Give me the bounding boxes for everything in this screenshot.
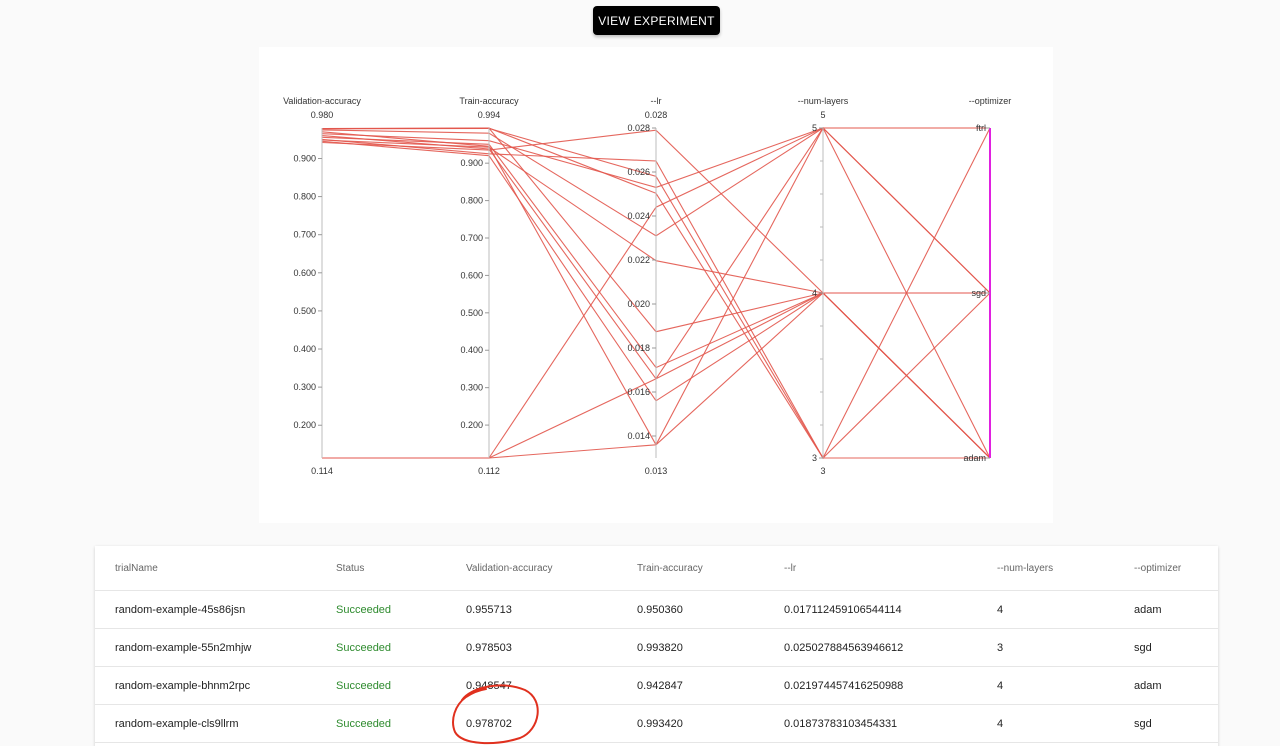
tick-label-0-6: 0.300 — [293, 382, 316, 392]
cell-status: Succeeded — [336, 603, 392, 616]
cell-train-accuracy: 0.993820 — [637, 641, 683, 654]
tick-label-1-3: 0.600 — [460, 270, 483, 280]
cell-optimizer: sgd — [1134, 717, 1152, 730]
axis-title-3: --num-layers — [798, 96, 849, 106]
cell-optimizer: adam — [1134, 603, 1162, 616]
tick-label-2-1: 0.026 — [627, 167, 650, 177]
cell-lr: 0.01873783103454331 — [784, 717, 898, 730]
table-row[interactable]: random-example-bhnm2rpc Succeeded 0.9485… — [95, 667, 1218, 705]
tick-label-0-1: 0.800 — [293, 192, 316, 202]
axis-min-label-0: 0.114 — [311, 466, 333, 476]
axis-min-label-1: 0.112 — [478, 466, 500, 476]
cell-trialname: random-example-cls9llrm — [115, 717, 239, 730]
tick-label-2-3: 0.022 — [627, 255, 650, 265]
cell-num-layers: 4 — [997, 603, 1004, 616]
axis-max-label-3: 5 — [820, 110, 825, 120]
cell-num-layers: 4 — [997, 717, 1004, 730]
axis-title-1: Train-accuracy — [459, 96, 519, 106]
cell-lr: 0.021974457416250988 — [784, 679, 904, 692]
cell-trialname: random-example-55n2mhjw — [115, 641, 252, 654]
tick-label-4-0: ftrl — [976, 123, 986, 133]
tick-label-1-1: 0.800 — [460, 196, 483, 206]
table-header-row: trialName Status Validation-accuracy Tra… — [95, 546, 1218, 591]
parallel-coordinates-svg: Validation-accuracy 0.980 0.114 0.900 0.800 0… — [283, 96, 1012, 476]
tick-label-1-2: 0.700 — [460, 233, 483, 243]
cell-train-accuracy: 0.993420 — [637, 717, 683, 730]
column-header-num-layers[interactable]: --num-layers — [997, 562, 1054, 574]
view-experiment-button[interactable]: VIEW EXPERIMENT — [593, 6, 720, 35]
tick-label-0-3: 0.600 — [293, 268, 316, 278]
tick-label-1-7: 0.200 — [460, 420, 483, 430]
tick-label-0-2: 0.700 — [293, 230, 316, 240]
column-header-lr[interactable]: --lr — [784, 562, 797, 574]
tick-label-3-0: 5 — [812, 123, 817, 133]
tick-label-0-4: 0.500 — [293, 306, 316, 316]
tick-label-2-5: 0.018 — [627, 343, 650, 353]
cell-status: Succeeded — [336, 679, 392, 692]
parallel-coordinates-plot: Validation-accuracy 0.980 0.114 0.900 0.800 0… — [259, 47, 1053, 523]
tick-label-3-2: 3 — [812, 453, 817, 463]
cell-status: Succeeded — [336, 717, 392, 730]
tick-label-4-1: sgd — [971, 288, 986, 298]
tick-label-2-7: 0.014 — [627, 431, 650, 441]
axis-title-0: Validation-accuracy — [283, 96, 361, 106]
tick-label-1-0: 0.900 — [460, 158, 483, 168]
axis-max-label-1: 0.994 — [478, 110, 501, 120]
column-header-validation-accuracy[interactable]: Validation-accuracy — [466, 562, 553, 574]
axis-title-4: --optimizer — [969, 96, 1012, 106]
cell-optimizer: adam — [1134, 679, 1162, 692]
cell-num-layers: 3 — [997, 641, 1004, 654]
trials-table: trialName Status Validation-accuracy Tra… — [95, 546, 1218, 746]
cell-trialname: random-example-bhnm2rpc — [115, 679, 251, 692]
cell-validation-accuracy: 0.978503 — [466, 641, 512, 654]
cell-num-layers: 4 — [997, 679, 1004, 692]
tick-label-3-1: 4 — [812, 288, 817, 298]
cell-validation-accuracy: 0.955713 — [466, 603, 512, 616]
cell-optimizer: sgd — [1134, 641, 1152, 654]
axis-max-label-2: 0.028 — [645, 110, 668, 120]
cell-train-accuracy: 0.950360 — [637, 603, 683, 616]
axis-title-2: --lr — [651, 96, 662, 106]
axis-min-label-2: 0.013 — [645, 466, 668, 476]
column-header-trialname[interactable]: trialName — [115, 562, 158, 574]
cell-train-accuracy: 0.942847 — [637, 679, 683, 692]
table-row[interactable]: random-example-45s86jsn Succeeded 0.9557… — [95, 591, 1218, 629]
tick-label-1-4: 0.500 — [460, 308, 483, 318]
tick-label-0-7: 0.200 — [293, 420, 316, 430]
axis-min-label-3: 3 — [820, 466, 825, 476]
tick-label-2-4: 0.020 — [627, 299, 650, 309]
table-row[interactable]: random-example-55n2mhjw Succeeded 0.9785… — [95, 629, 1218, 667]
tick-label-1-5: 0.400 — [460, 345, 483, 355]
cell-lr: 0.01711245910654411​4 — [784, 603, 902, 616]
tick-label-2-6: 0.016 — [627, 387, 650, 397]
tick-label-4-2: adam — [963, 453, 986, 463]
tick-label-0-0: 0.900 — [293, 153, 316, 163]
column-header-optimizer[interactable]: --optimizer — [1134, 562, 1182, 574]
tick-label-0-5: 0.400 — [293, 344, 316, 354]
cell-trialname: random-example-45s86jsn — [115, 603, 246, 616]
tick-label-2-0: 0.028 — [627, 123, 650, 133]
tick-label-1-6: 0.300 — [460, 383, 483, 393]
cell-status: Succeeded — [336, 641, 392, 654]
table-row[interactable]: random-example-cls9llrm Succeeded 0.9787… — [95, 705, 1218, 743]
column-header-train-accuracy[interactable]: Train-accuracy — [637, 562, 703, 574]
axis-max-label-0: 0.980 — [311, 110, 334, 120]
column-header-status[interactable]: Status — [336, 562, 365, 574]
tick-label-2-2: 0.024 — [627, 211, 650, 221]
cell-lr: 0.025027884563946612 — [784, 641, 904, 654]
cell-validation-accuracy: 0.978702 — [466, 717, 512, 730]
cell-validation-accuracy: 0.948547 — [466, 679, 512, 692]
